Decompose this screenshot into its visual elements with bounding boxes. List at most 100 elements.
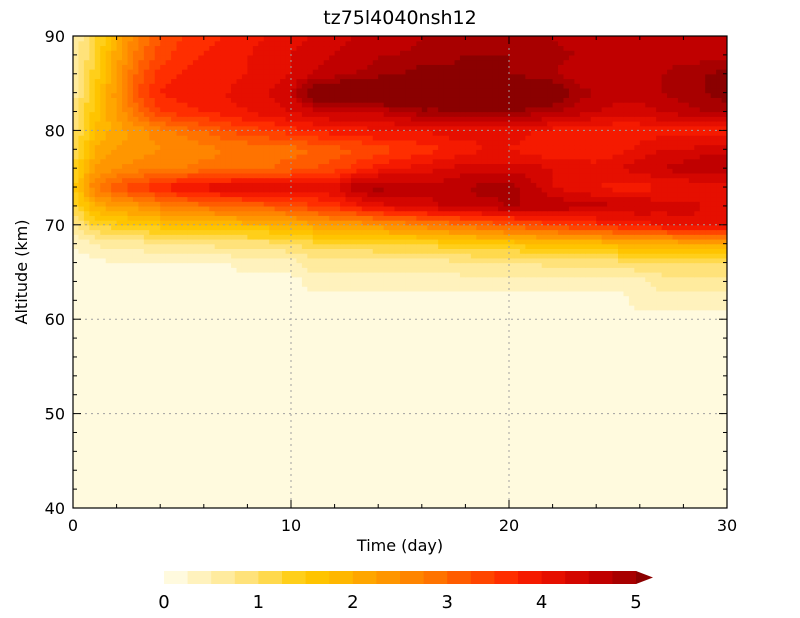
heatmap-cell	[509, 333, 516, 339]
heatmap-cell	[143, 347, 150, 353]
heatmap-cell	[318, 460, 325, 467]
heatmap-cell	[171, 484, 178, 490]
heatmap-cell	[667, 375, 674, 382]
heatmap-cell	[378, 380, 385, 386]
heatmap-cell	[416, 361, 423, 367]
heatmap-cell	[160, 423, 167, 429]
heatmap-cell	[639, 314, 646, 320]
heatmap-cell	[291, 366, 298, 372]
heatmap-cell	[590, 352, 597, 358]
heatmap-cell	[596, 314, 603, 320]
heatmap-cell	[530, 484, 537, 490]
heatmap-cell	[601, 451, 608, 457]
heatmap-cell	[192, 418, 199, 424]
heatmap-cell	[94, 380, 101, 386]
heatmap-cell	[432, 394, 439, 401]
heatmap-cell	[438, 470, 445, 476]
heatmap-cell	[481, 413, 488, 419]
heatmap-cell	[601, 456, 608, 462]
heatmap-cell	[274, 390, 281, 396]
heatmap-cell	[209, 484, 216, 490]
heatmap-cell	[138, 484, 145, 490]
heatmap-cell	[122, 394, 129, 401]
heatmap-cell	[149, 418, 156, 424]
heatmap-cell	[509, 493, 516, 500]
heatmap-cell	[699, 460, 706, 467]
heatmap-cell	[214, 399, 221, 405]
heatmap-cell	[710, 479, 717, 485]
heatmap-cell	[618, 408, 625, 415]
heatmap-cell	[160, 460, 167, 467]
heatmap-cell	[111, 385, 118, 391]
heatmap-cell	[612, 418, 619, 424]
heatmap-cell	[585, 328, 592, 334]
heatmap-cell	[459, 418, 466, 424]
heatmap-cell	[160, 342, 167, 349]
heatmap-cell	[541, 323, 548, 330]
heatmap-cell	[470, 479, 477, 485]
heatmap-cell	[721, 470, 727, 476]
heatmap-cell	[127, 347, 134, 353]
heatmap-cell	[73, 479, 80, 485]
heatmap-cell	[383, 498, 390, 504]
heatmap-cell	[421, 474, 428, 481]
heatmap-cell	[525, 394, 532, 401]
heatmap-cell	[116, 361, 123, 367]
heatmap-cell	[241, 432, 248, 438]
heatmap-cell	[214, 427, 221, 434]
heatmap-cell	[449, 333, 456, 339]
heatmap-cell	[547, 356, 554, 363]
heatmap-cell	[470, 361, 477, 367]
heatmap-cell	[274, 441, 281, 448]
heatmap-cell	[514, 456, 521, 462]
heatmap-cell	[410, 371, 417, 377]
heatmap-cell	[427, 385, 434, 391]
heatmap-cell	[280, 385, 287, 391]
heatmap-cell	[323, 413, 330, 419]
heatmap-cell	[421, 489, 428, 495]
heatmap-cell	[231, 390, 238, 396]
heatmap-cell	[214, 432, 221, 438]
heatmap-cell	[241, 489, 248, 495]
heatmap-cell	[416, 423, 423, 429]
heatmap-cell	[421, 484, 428, 490]
heatmap-cell	[258, 366, 265, 372]
heatmap-cell	[323, 451, 330, 457]
heatmap-cell	[192, 342, 199, 349]
heatmap-cell	[231, 413, 238, 419]
heatmap-cell	[525, 503, 532, 508]
heatmap-cell	[530, 465, 537, 471]
heatmap-cell	[94, 423, 101, 429]
heatmap-cell	[165, 446, 172, 452]
heatmap-cell	[661, 399, 668, 405]
heatmap-cell	[89, 446, 96, 452]
heatmap-cell	[176, 498, 183, 504]
heatmap-cell	[449, 413, 456, 419]
heatmap-cell	[699, 437, 706, 443]
heatmap-cell	[192, 484, 199, 490]
heatmap-cell	[563, 328, 570, 334]
heatmap-cell	[607, 446, 614, 452]
heatmap-cell	[470, 399, 477, 405]
heatmap-cell	[389, 418, 396, 424]
heatmap-cell	[427, 498, 434, 504]
heatmap-cell	[558, 441, 565, 448]
heatmap-cell	[710, 328, 717, 334]
heatmap-cell	[209, 323, 216, 330]
heatmap-cell	[383, 399, 390, 405]
heatmap-cell	[73, 390, 80, 396]
heatmap-cell	[525, 408, 532, 415]
heatmap-cell	[601, 404, 608, 410]
heatmap-cell	[372, 328, 379, 334]
heatmap-cell	[525, 474, 532, 481]
heatmap-cell	[83, 432, 90, 438]
heatmap-cell	[116, 503, 123, 508]
heatmap-cell	[143, 394, 150, 401]
heatmap-cell	[667, 394, 674, 401]
heatmap-cell	[149, 446, 156, 452]
heatmap-cell	[78, 390, 85, 396]
heatmap-cell	[601, 380, 608, 386]
heatmap-cell	[530, 446, 537, 452]
heatmap-cell	[421, 323, 428, 330]
heatmap-cell	[389, 352, 396, 358]
